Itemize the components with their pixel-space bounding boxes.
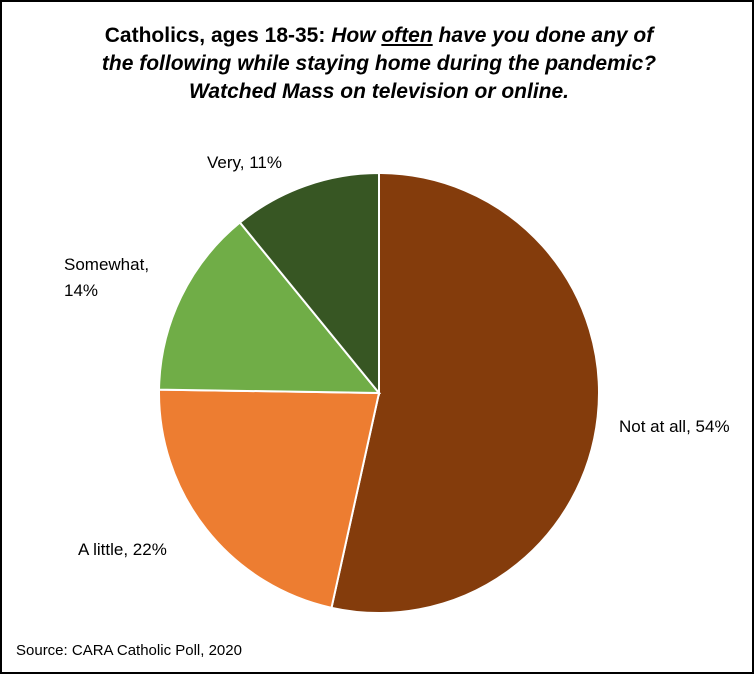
chart-title-lead: Catholics, ages 18-35: xyxy=(104,24,332,47)
data-label-somewhat: Somewhat, 14% xyxy=(64,255,149,300)
chart-title-question-end: have you done any of xyxy=(432,24,654,47)
data-label-not-at-all: Not at all, 54% xyxy=(619,417,730,436)
chart-title-underlined-word: often xyxy=(381,24,433,47)
chart-title-question-start: How xyxy=(331,24,382,47)
pie-slices xyxy=(158,171,600,614)
data-label-a-little: A little, 22% xyxy=(78,540,167,559)
data-label-very: Very, 11% xyxy=(207,153,282,172)
source-note: Source: CARA Catholic Poll, 2020 xyxy=(16,642,242,659)
pie-slice-not-at-all xyxy=(330,171,600,614)
chart-title-line-2: the following while staying home during … xyxy=(101,52,657,75)
chart-title: Catholics, ages 18-35: How often have yo… xyxy=(2,22,754,106)
pie-slice-very xyxy=(238,171,380,396)
pie-slice-a-little xyxy=(158,388,381,610)
pie-data-labels: Not at all, 54% A little, 22% Somewhat, 14%… xyxy=(64,153,730,559)
chart-title-line-3: Watched Mass on television or online. xyxy=(188,80,570,103)
chart-title-line-1: Catholics, ages 18-35: How often have yo… xyxy=(2,22,754,50)
pie-slice-somewhat xyxy=(158,221,382,395)
